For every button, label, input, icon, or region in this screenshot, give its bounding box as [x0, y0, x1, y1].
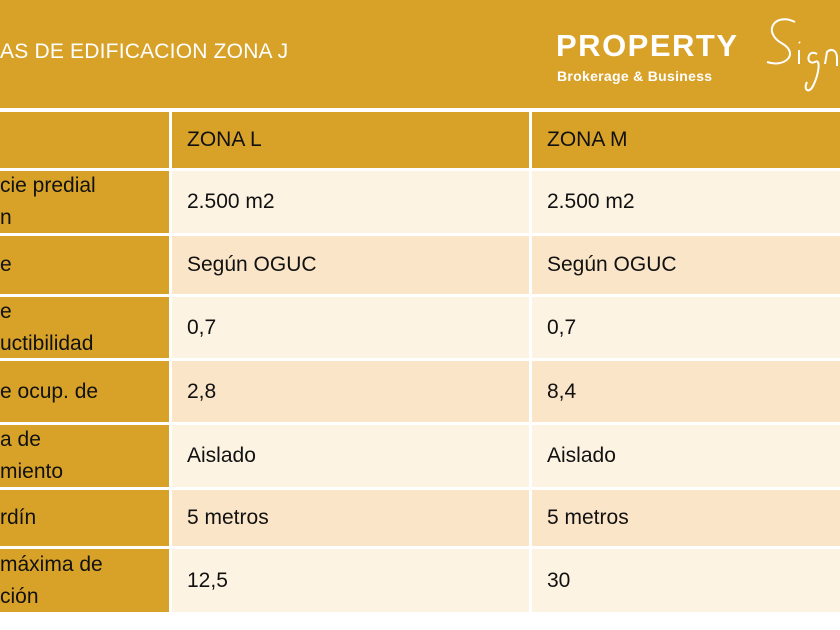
row-label-line: e — [0, 253, 12, 276]
row-label: e uctibilidad — [0, 297, 169, 358]
row-label: máxima de ción — [0, 549, 169, 612]
cell-zona-l: 5 metros — [172, 490, 529, 546]
cell-zona-l: Según OGUC — [172, 236, 529, 294]
header-cell-zona-l: ZONA L — [172, 112, 529, 168]
header-cell-zona-m: ZONA M — [532, 112, 840, 168]
row-label-line: a de — [0, 428, 41, 451]
cell-zona-m: 2.500 m2 — [532, 171, 840, 233]
row-label: a de miento — [0, 425, 169, 487]
row-label-line: ción — [0, 584, 39, 608]
row-label-line: n — [0, 206, 12, 229]
page-title: AS DE EDIFICACION ZONA J — [0, 40, 289, 63]
cell-zona-l: Aislado — [172, 425, 529, 487]
header-cell-label — [0, 112, 169, 168]
row-label-line: máxima de — [0, 552, 103, 576]
cell-zona-m: Según OGUC — [532, 236, 840, 294]
cell-zona-l: 2,8 — [172, 361, 529, 422]
cell-zona-l: 0,7 — [172, 297, 529, 358]
cell-zona-m: 5 metros — [532, 490, 840, 546]
row-label-line: rdín — [0, 506, 37, 529]
header-banner: AS DE EDIFICACION ZONA J PROPERTY Broker… — [0, 0, 840, 108]
row-label-line: cie predial — [0, 174, 96, 197]
cell-zona-m: 30 — [532, 549, 840, 612]
cell-zona-l: 2.500 m2 — [172, 171, 529, 233]
logo-wordmark: PROPERTY — [556, 28, 739, 63]
row-label-line: miento — [0, 460, 64, 483]
logo-script-mark — [766, 18, 838, 92]
row-label: cie predial n — [0, 171, 169, 233]
row-label: rdín — [0, 490, 169, 546]
row-label: e ocup. de — [0, 361, 169, 422]
cell-zona-m: Aislado — [532, 425, 840, 487]
row-label-line: uctibilidad — [0, 331, 94, 355]
logo-tagline: Brokerage & Business — [557, 68, 713, 84]
cell-zona-l: 12,5 — [172, 549, 529, 612]
row-label-line: e — [0, 299, 12, 323]
row-label: e — [0, 236, 169, 294]
cell-zona-m: 0,7 — [532, 297, 840, 358]
row-label-line: e ocup. de — [0, 379, 99, 403]
cell-zona-m: 8,4 — [532, 361, 840, 422]
